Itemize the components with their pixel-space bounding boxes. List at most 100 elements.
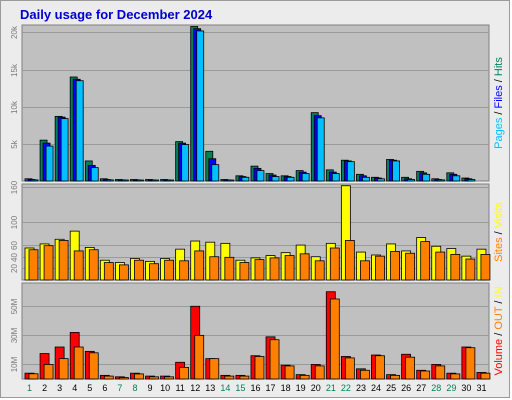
bar-out-27 <box>420 370 431 380</box>
bar-sites-8 <box>134 259 144 281</box>
day-label-12: 12 <box>190 383 200 393</box>
bar-pages-15 <box>241 176 250 182</box>
bar-sites-16 <box>254 259 265 281</box>
day-label-8: 8 <box>132 383 137 393</box>
bar-pages-24 <box>377 178 385 182</box>
bar-sites-7 <box>118 264 129 281</box>
bar-sites-18 <box>284 255 295 281</box>
bar-out-24 <box>375 355 385 380</box>
chart-title: Daily usage for December 2024 <box>20 7 213 22</box>
bar-pages-8 <box>136 179 144 182</box>
day-label-14: 14 <box>220 383 230 393</box>
bar-out-12 <box>194 334 205 380</box>
bar-out-6 <box>103 375 114 380</box>
bar-sites-21 <box>329 247 340 281</box>
bar-out-5 <box>88 352 99 380</box>
tick-label: 50M <box>10 298 19 314</box>
bar-pages-18 <box>286 176 295 182</box>
bar-pages-14 <box>226 179 235 182</box>
bar-pages-13 <box>211 164 220 182</box>
day-label-1: 1 <box>27 383 32 393</box>
bar-out-20 <box>314 365 325 380</box>
bar-sites-13 <box>209 256 220 281</box>
ylabel-part: / <box>493 330 505 339</box>
ylabel-part: IN <box>493 286 505 297</box>
bar-sites-14 <box>224 256 235 281</box>
ylabel-part: Hits <box>493 57 505 76</box>
bar-pages-22 <box>346 161 355 182</box>
bar-sites-15 <box>239 262 250 281</box>
day-label-7: 7 <box>117 383 122 393</box>
bar-pages-29 <box>452 175 461 182</box>
bar-pages-7 <box>120 179 129 182</box>
bar-sites-4 <box>73 250 84 281</box>
bar-sites-1 <box>28 249 39 281</box>
ylabel-volume: Volume / OUT / IN <box>493 286 505 375</box>
plot-area-hits-files-pages <box>21 24 490 182</box>
ylabel-part: Visits <box>493 202 505 229</box>
bar-sites-9 <box>149 263 159 281</box>
ylabel-part: Pages <box>493 117 505 149</box>
day-label-24: 24 <box>371 383 381 393</box>
day-label-10: 10 <box>160 383 170 393</box>
day-label-27: 27 <box>416 383 426 393</box>
bar-sites-29 <box>450 253 461 281</box>
bar-out-29 <box>450 373 461 380</box>
bar-pages-2 <box>45 145 54 182</box>
bar-out-13 <box>209 358 220 380</box>
bar-sites-28 <box>435 251 446 281</box>
day-label-16: 16 <box>250 383 260 393</box>
bar-pages-4 <box>75 80 84 182</box>
day-label-19: 19 <box>296 383 306 393</box>
bar-pages-3 <box>60 118 69 182</box>
bar-out-9 <box>149 376 159 380</box>
bar-pages-12 <box>196 30 205 182</box>
tick-label: 20k <box>10 25 19 39</box>
bar-sites-31 <box>480 253 491 281</box>
ylabel-hits-files-pages: Pages / Files / Hits <box>493 57 505 149</box>
day-label-18: 18 <box>281 383 291 393</box>
bar-pages-28 <box>437 179 446 182</box>
ylabel-part: Volume <box>493 339 505 376</box>
bar-out-28 <box>435 365 446 380</box>
bar-out-1 <box>28 373 39 380</box>
day-label-6: 6 <box>102 383 107 393</box>
day-label-4: 4 <box>72 383 77 393</box>
bar-sites-2 <box>43 245 54 281</box>
bar-pages-19 <box>301 173 310 182</box>
bar-out-11 <box>179 366 190 380</box>
day-label-2: 2 <box>42 383 47 393</box>
bar-sites-24 <box>375 255 385 281</box>
chart-panels: 5k 10k 15k 20k 20 40 60 100 160 10M 30M 50M <box>10 24 490 380</box>
day-label-22: 22 <box>341 383 351 393</box>
day-labels: 1 2 3 4 5 6 7 8 9 10 11 12 13 14 15 16 17 18 19 20 21 22 23 24 2… <box>27 383 486 393</box>
tick-label: 100 <box>10 215 19 229</box>
day-label-3: 3 <box>57 383 62 393</box>
bar-out-15 <box>239 375 250 380</box>
day-label-11: 11 <box>176 383 185 393</box>
bar-out-21 <box>329 298 340 380</box>
bar-pages-25 <box>392 160 400 182</box>
bar-pages-27 <box>422 173 431 182</box>
bar-out-25 <box>390 374 400 380</box>
day-label-20: 20 <box>311 383 321 393</box>
ylabel-part: / <box>493 76 505 85</box>
bar-pages-1 <box>30 179 39 182</box>
bar-pages-17 <box>271 176 280 182</box>
bar-pages-23 <box>362 176 370 182</box>
bar-out-8 <box>134 373 144 380</box>
bar-sites-3 <box>58 240 69 281</box>
ylabel-visits-sites: Sites / Visits <box>493 202 505 262</box>
bar-out-23 <box>360 369 370 380</box>
bar-sites-11 <box>179 260 190 281</box>
bar-out-3 <box>58 358 69 380</box>
bar-pages-20 <box>316 117 325 182</box>
ylabel-part: / <box>493 108 505 117</box>
bar-pages-11 <box>181 144 190 182</box>
bar-out-18 <box>284 365 295 380</box>
tick-label: 10k <box>10 100 19 114</box>
bar-pages-9 <box>151 179 159 182</box>
day-label-9: 9 <box>148 383 153 393</box>
day-label-29: 29 <box>446 383 456 393</box>
